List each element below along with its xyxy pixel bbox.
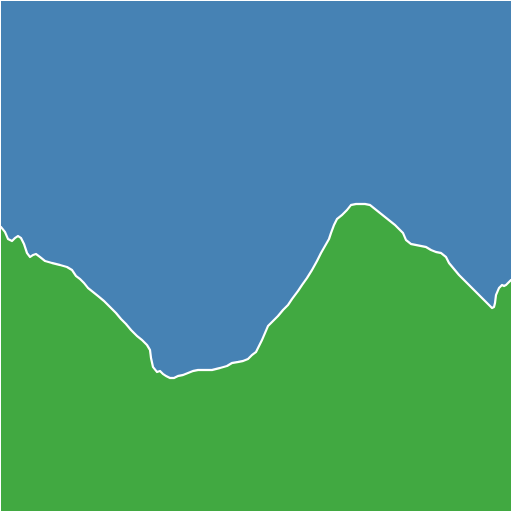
- ground-region: [1, 204, 511, 511]
- ridge-outline: [0, 202, 512, 380]
